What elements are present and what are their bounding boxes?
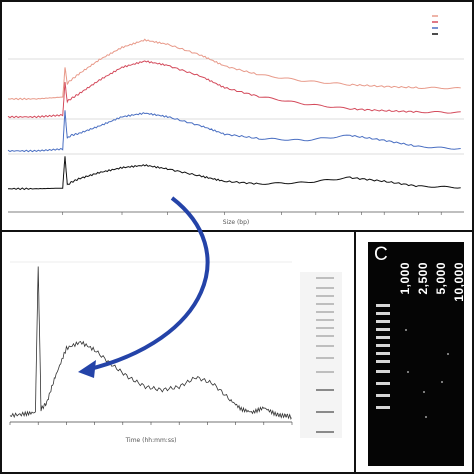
zoom-trace-1 bbox=[9, 266, 292, 421]
gel-ladder-band-3 bbox=[376, 328, 390, 331]
gel-speck-3 bbox=[441, 381, 443, 383]
trace-2 bbox=[7, 60, 461, 119]
gel-ladder-band-10 bbox=[376, 394, 390, 397]
gel-ladder-band-1 bbox=[376, 312, 390, 315]
gel-speck-0 bbox=[405, 329, 407, 331]
gel-ladder-band-7 bbox=[376, 360, 390, 363]
gel-image: C 1,000 2,500 5,000 10,000 bbox=[368, 242, 466, 466]
trace-3 bbox=[7, 110, 461, 153]
gel-ladder-band-6 bbox=[376, 352, 390, 355]
gel-speck-2 bbox=[423, 391, 425, 393]
gel-ladder-band-5 bbox=[376, 344, 390, 347]
gel-speck-1 bbox=[407, 371, 409, 373]
panel-gel: C 1,000 2,500 5,000 10,000 bbox=[354, 230, 474, 474]
trace-4 bbox=[8, 156, 461, 191]
gel-bands bbox=[376, 304, 449, 418]
gel-ladder-band-4 bbox=[376, 336, 390, 339]
gel-ladder-band-0 bbox=[376, 304, 390, 307]
panel-letter-c: C bbox=[374, 244, 388, 265]
overlay-chart: Size (bp) bbox=[7, 15, 464, 226]
ladder-column bbox=[300, 272, 342, 438]
x-axis-label: Time (hh:mm:ss) bbox=[125, 437, 177, 444]
gel-ladder-band-2 bbox=[376, 320, 390, 323]
x-axis-label: Size (bp) bbox=[223, 219, 250, 226]
panel-electropherogram-overlay: Size (bp) bbox=[0, 0, 474, 232]
trace-1 bbox=[7, 38, 461, 101]
panel-electropherogram-zoom: Time (hh:mm:ss) bbox=[0, 230, 356, 474]
gel-speck-4 bbox=[425, 416, 427, 418]
zoom-chart: Time (hh:mm:ss) bbox=[9, 261, 342, 444]
gel-ladder-band-9 bbox=[376, 382, 390, 385]
gel-ladder-band-11 bbox=[376, 406, 390, 409]
gel-speck-5 bbox=[447, 353, 449, 355]
gel-ladder-band-8 bbox=[376, 370, 390, 373]
